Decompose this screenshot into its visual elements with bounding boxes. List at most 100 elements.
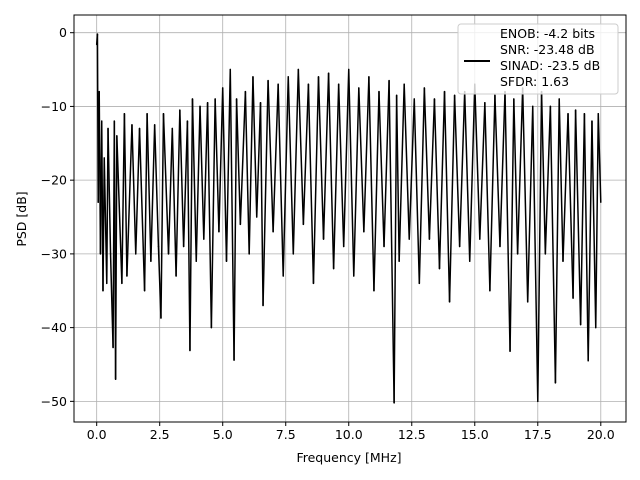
series-segment xyxy=(526,105,534,303)
series-segment xyxy=(189,98,194,352)
series-segment xyxy=(199,105,205,240)
x-tick-label: 7.5 xyxy=(276,427,296,442)
series-segment xyxy=(368,76,375,292)
x-tick-label: 20.0 xyxy=(587,427,615,442)
series-segment xyxy=(167,127,174,255)
series-segment xyxy=(262,79,269,307)
series-segment xyxy=(479,101,486,240)
series-segment xyxy=(332,83,340,270)
series-segment xyxy=(277,83,284,277)
series-segment xyxy=(583,113,589,362)
series-segment xyxy=(337,83,345,248)
legend-line: SNR: -23.48 dB xyxy=(500,42,595,57)
series-layer xyxy=(95,33,602,404)
series-segment xyxy=(554,98,560,384)
axes-frame xyxy=(73,14,627,423)
series-segment xyxy=(146,113,152,263)
series-segment xyxy=(302,83,310,226)
series-segment xyxy=(114,135,118,380)
series-segment xyxy=(131,124,137,255)
x-tick-label: 15.0 xyxy=(461,427,489,442)
x-tick-label: 17.5 xyxy=(524,427,552,442)
series-segment xyxy=(468,83,476,263)
series-segment xyxy=(513,98,519,255)
series-segment xyxy=(363,76,370,233)
series-segment xyxy=(203,101,209,240)
x-tick-label: 10.0 xyxy=(335,427,363,442)
series-segment xyxy=(162,113,170,255)
series-segment xyxy=(126,124,133,277)
series-segment xyxy=(438,90,446,270)
series-segment xyxy=(150,124,156,263)
series-segment xyxy=(418,87,426,285)
series-segment xyxy=(214,98,220,233)
series-segment xyxy=(218,87,224,233)
series-segment xyxy=(239,90,247,226)
series-segment xyxy=(179,109,185,248)
series-segment xyxy=(287,76,295,255)
series-segment xyxy=(494,94,501,248)
series-segment xyxy=(448,94,456,303)
series-segment xyxy=(248,76,254,255)
series-segment xyxy=(567,113,574,299)
series-segment xyxy=(408,98,416,240)
series-segment xyxy=(579,113,586,326)
series-segment xyxy=(121,113,126,285)
y-tick-label: 0 xyxy=(59,25,67,40)
y-tick-label: −20 xyxy=(41,173,67,188)
series-segment xyxy=(272,83,279,233)
series-segment xyxy=(484,101,491,292)
series-segment xyxy=(206,101,213,329)
series-segment xyxy=(282,76,289,277)
series-segment xyxy=(267,79,274,233)
series-segment xyxy=(373,90,380,292)
series-segment xyxy=(403,83,410,240)
series-segment xyxy=(191,98,197,263)
series-segment xyxy=(433,98,441,270)
series-segment xyxy=(292,68,300,255)
series-segment xyxy=(509,98,515,352)
legend-line: SINAD: -23.5 dB xyxy=(500,58,600,73)
legend-box xyxy=(457,23,619,95)
legend-line: ENOB: -4.2 bits xyxy=(500,26,595,41)
x-axis: 0.0 2.5 5.0 7.5 10.0 12.5 15.0 17.5 20.0 xyxy=(87,422,615,442)
series-segment xyxy=(413,98,421,285)
series-segment xyxy=(327,72,335,270)
series-segment xyxy=(358,87,365,233)
series-segment xyxy=(312,76,320,285)
series-segment xyxy=(453,94,461,248)
series-segment xyxy=(225,68,232,263)
series-segment xyxy=(499,90,506,248)
series-segment xyxy=(521,87,529,303)
series-segment xyxy=(544,105,552,255)
series-segment xyxy=(244,90,250,255)
x-axis-label: Frequency [MHz] xyxy=(296,450,401,465)
series-segment xyxy=(549,105,557,384)
series-segment xyxy=(195,105,201,263)
series-segment xyxy=(255,101,262,218)
y-axis-label: PSD [dB] xyxy=(14,191,29,246)
series-segment xyxy=(531,105,539,403)
series-segment xyxy=(171,127,177,277)
series-segment xyxy=(463,90,471,263)
series-segment xyxy=(322,72,330,240)
series-segment xyxy=(252,76,258,218)
series-segment xyxy=(393,94,398,404)
series-0 xyxy=(95,33,602,404)
series-segment xyxy=(489,94,496,292)
series-segment xyxy=(398,83,405,263)
series-segment xyxy=(347,68,355,277)
series-segment xyxy=(138,127,146,292)
series-segment xyxy=(210,98,216,329)
series-segment xyxy=(297,68,305,226)
series-segment xyxy=(388,79,395,404)
series-segment xyxy=(540,90,547,255)
series-segment xyxy=(537,90,543,403)
series-segment xyxy=(233,98,238,361)
series-segment xyxy=(221,87,228,263)
series-segment xyxy=(235,98,242,226)
series-segment xyxy=(587,120,593,362)
series-segment xyxy=(116,135,123,285)
x-tick-label: 12.5 xyxy=(398,427,426,442)
